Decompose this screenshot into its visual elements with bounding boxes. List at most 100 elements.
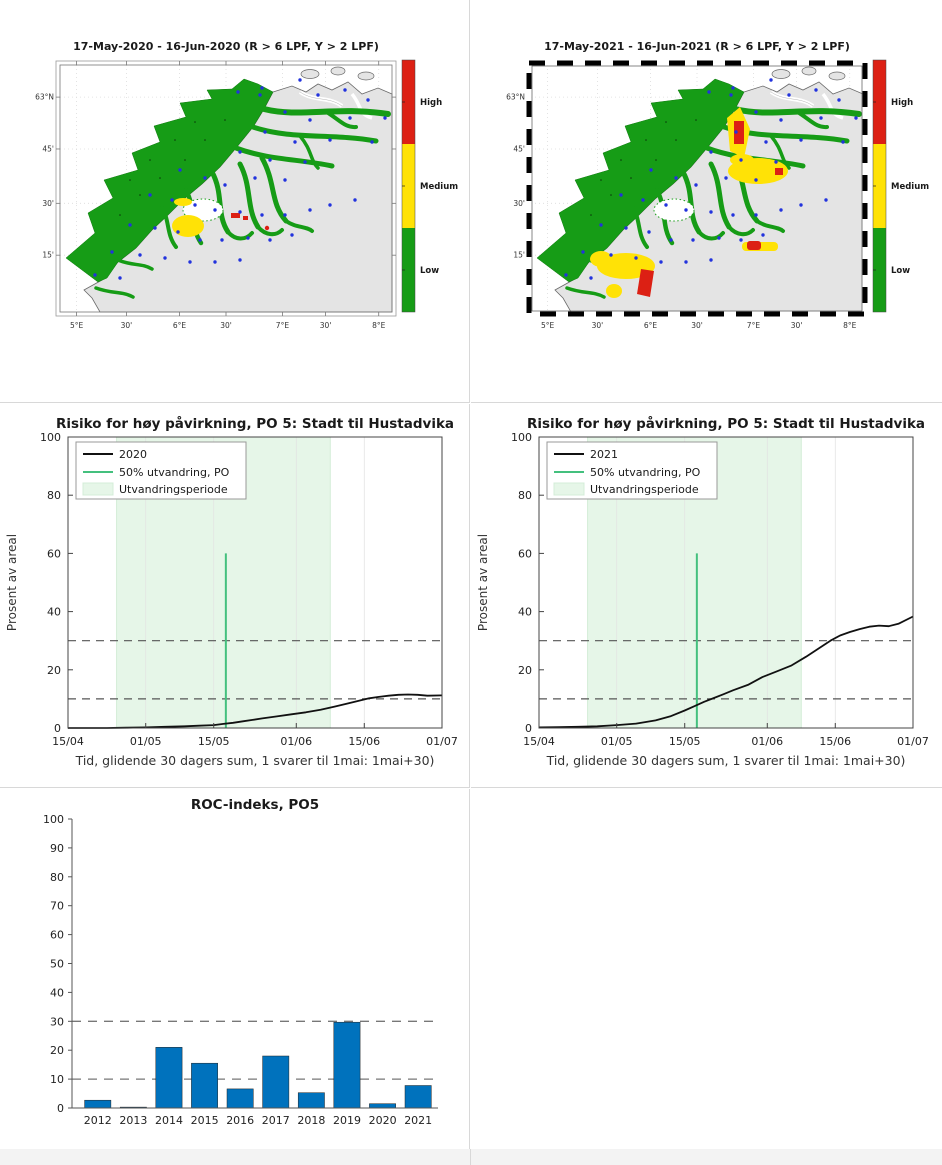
fjord-channel <box>680 169 702 235</box>
colorbar-label: Medium <box>420 182 458 192</box>
farm-site-dot <box>731 86 735 90</box>
x-tick-label: 15/05 <box>198 735 230 748</box>
farm-site-dot <box>819 116 823 120</box>
map-frame <box>526 60 868 317</box>
farm-site-dot <box>774 160 778 164</box>
fjord-channel <box>708 161 732 230</box>
line-panel-2021: 0 20 40 60 80 100 15/04 01/05 15/05 01/06 15/06 01/… <box>471 404 942 788</box>
bar-2014 <box>155 1047 183 1109</box>
fjord-channel <box>732 106 862 117</box>
next-row-edge <box>0 1149 942 1165</box>
fjord-channel <box>323 109 358 130</box>
farm-site-dot <box>236 90 240 94</box>
fjord-channel <box>727 225 755 237</box>
x-tick-label: 01/07 <box>897 735 929 748</box>
colorbar-high <box>402 60 415 144</box>
map-x-tick: 6°E <box>173 321 187 330</box>
y-tick-label: 90 <box>50 842 64 855</box>
farm-site-dot <box>769 78 773 82</box>
y-tick-label: 60 <box>50 929 64 942</box>
farm-site-dot <box>581 250 585 254</box>
farm-site-dot <box>739 158 743 162</box>
bar-2019 <box>333 1021 361 1109</box>
x-tick-label: 2021 <box>404 1114 432 1127</box>
map-x-tick: 30' <box>691 321 703 330</box>
farm-site-dot <box>764 140 768 144</box>
colorbar-high <box>873 60 886 144</box>
fjord-channel <box>769 134 791 170</box>
map-x-tick: 30' <box>791 321 803 330</box>
x-tick-label: 01/07 <box>426 735 458 748</box>
bar-2015 <box>191 1062 218 1109</box>
legend-entry: Utvandringsperiode <box>590 483 699 496</box>
farm-site-dot <box>694 183 698 187</box>
farm-site-dot <box>724 176 728 180</box>
x-tick-label: 15/06 <box>819 735 851 748</box>
farm-site-dot <box>238 258 242 262</box>
map-y-tick: 45' <box>513 144 525 153</box>
map-y-tick: 45' <box>42 144 54 153</box>
farm-site-dot <box>659 260 663 264</box>
y-tick-label: 60 <box>47 547 61 560</box>
medium-risk-area <box>174 198 192 206</box>
farm-site-dot <box>308 208 312 212</box>
farm-site-dot <box>348 116 352 120</box>
legend-entry: 2020 <box>119 448 147 461</box>
farm-site-dot <box>253 176 257 180</box>
farm-site-dot <box>213 208 217 212</box>
farm-site-dot <box>854 116 858 120</box>
farm-site-dot <box>709 150 713 154</box>
fjord-channel <box>209 169 231 235</box>
farm-site-dot <box>814 88 818 92</box>
x-tick-label: 2013 <box>119 1114 147 1127</box>
fjord-channel <box>565 286 606 299</box>
farm-site-dot <box>837 98 841 102</box>
farm-site-dot <box>619 193 623 197</box>
y-axis-label: Prosent av areal <box>5 534 19 631</box>
high-risk-area <box>264 225 270 231</box>
farm-site-dot <box>260 86 264 90</box>
farm-site-dot <box>118 276 122 280</box>
y-tick-label: 10 <box>50 1073 64 1086</box>
farm-site-dot <box>328 138 332 142</box>
farm-site-dot <box>308 118 312 122</box>
map-x-tick: 30' <box>121 321 133 330</box>
x-tick-label: 15/04 <box>52 735 84 748</box>
farm-site-dot <box>589 276 593 280</box>
fjord-channel <box>697 230 725 241</box>
farm-site-dot <box>223 183 227 187</box>
farm-site-dot <box>290 233 294 237</box>
x-axis-label: Tid, glidende 30 dagers sum, 1 svarer ti… <box>546 753 906 768</box>
y-tick-label: 80 <box>50 871 64 884</box>
farm-site-dot <box>754 213 758 217</box>
map-y-tick: 15' <box>513 251 525 260</box>
farm-site-dot <box>148 193 152 197</box>
map-y-tick: 30' <box>513 199 525 208</box>
farm-site-dot <box>841 140 845 144</box>
fjord-channel <box>298 134 320 170</box>
map-x-tick: 7°E <box>276 321 290 330</box>
farm-site-dot <box>609 253 613 257</box>
farm-site-dot <box>128 223 132 227</box>
map-y-tick: 63°N <box>35 93 54 102</box>
fjord-channel <box>94 286 135 299</box>
farm-site-dot <box>664 203 668 207</box>
map-x-tick: 5°E <box>541 321 555 330</box>
bar-2018 <box>297 1092 325 1109</box>
map-panel-2020: 17-May-2020 - 16-Jun-2020 (R > 6 LPF, Y … <box>0 0 470 403</box>
y-tick-label: 60 <box>518 547 532 560</box>
x-tick-label: 2017 <box>262 1114 290 1127</box>
risk-series-line <box>538 615 914 729</box>
y-tick-label: 30 <box>50 1015 64 1028</box>
farm-site-dot <box>691 238 695 242</box>
fjord-channel <box>160 206 178 249</box>
x-tick-label: 01/05 <box>601 735 633 748</box>
empty-panel <box>471 789 942 1149</box>
map-title: 17-May-2021 - 16-Jun-2021 (R > 6 LPF, Y … <box>544 40 850 53</box>
high-risk-area <box>637 269 654 297</box>
farm-site-dot <box>731 213 735 217</box>
farm-site-dot <box>193 203 197 207</box>
fjord-channel <box>116 258 154 271</box>
farm-site-dot <box>246 236 250 240</box>
